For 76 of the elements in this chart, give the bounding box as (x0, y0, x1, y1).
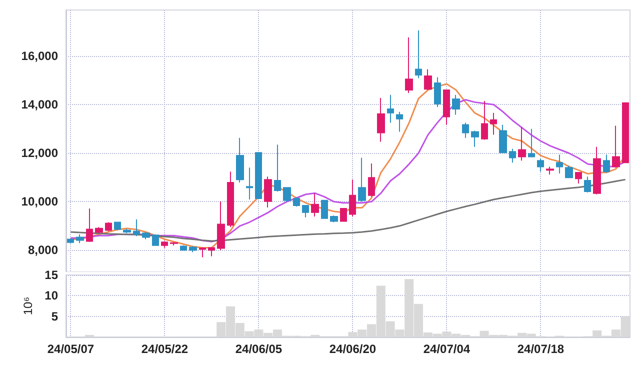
candlestick (161, 240, 168, 248)
x-tick-label: 24/06/20 (329, 342, 376, 356)
candlestick (612, 125, 620, 168)
candlestick (443, 90, 450, 126)
x-tick-label: 24/07/04 (423, 342, 470, 356)
candlestick (76, 234, 84, 244)
y-tick-label: 8,000 (28, 243, 58, 258)
candlestick (349, 179, 356, 217)
candlestick (377, 98, 385, 142)
line-series (70, 178, 626, 242)
x-tick-label: 24/05/22 (141, 342, 188, 356)
x-tick-label: 24/05/07 (47, 342, 94, 356)
candlestick (358, 157, 366, 202)
candlestick (405, 36, 413, 94)
x-tick-label: 24/06/05 (235, 342, 282, 356)
candlestick (95, 226, 103, 234)
candlestick (396, 111, 403, 132)
candlestick (170, 242, 178, 246)
candlestick (387, 94, 394, 124)
x-tick-label: 24/07/18 (517, 342, 564, 356)
candlestick (189, 246, 197, 253)
candlestick (434, 76, 441, 108)
y-tick-label: 5 (51, 309, 58, 324)
candlestick (452, 94, 460, 116)
y-tick-label: 14,000 (21, 98, 58, 112)
candlestick (584, 176, 591, 193)
y-tick-label: 10,000 (21, 194, 58, 209)
y-tick-label: 12,000 (21, 146, 58, 160)
candlestick (255, 152, 262, 200)
candlestick (462, 122, 469, 138)
candlestick (67, 238, 74, 244)
candlestick (603, 154, 610, 174)
candlestick (565, 165, 573, 178)
candlestick (481, 100, 488, 140)
candlestick (575, 172, 582, 184)
y-tick-label: 15 (44, 268, 58, 282)
candlestick (293, 197, 300, 207)
y-axis-title: 10⁶ (20, 296, 35, 316)
candlestick (180, 244, 187, 252)
candlestick (490, 112, 497, 136)
candlestick (86, 208, 93, 242)
candlestick (499, 124, 507, 154)
candlestick (556, 154, 563, 174)
candlestick (123, 228, 131, 234)
candlestick (415, 30, 422, 79)
candlestick (302, 205, 309, 218)
candlestick (537, 158, 544, 172)
candlestick (340, 208, 347, 222)
candlestick (152, 234, 159, 246)
candlestick (217, 200, 225, 251)
candlestick (509, 148, 516, 164)
candlestick (199, 246, 206, 258)
candlestick (227, 171, 234, 228)
candlestick (593, 146, 601, 195)
candlestick (311, 192, 319, 217)
candlestick (236, 137, 244, 183)
candlestick (330, 214, 338, 223)
candlestick (518, 126, 526, 162)
candlestick (274, 144, 281, 192)
y-tick-label: 10 (44, 288, 58, 303)
candlestick (105, 222, 112, 232)
candlestick (133, 218, 140, 237)
candlestick (424, 68, 432, 91)
candlestick (208, 246, 215, 257)
y-tick-label: 16,000 (21, 49, 58, 64)
candlestick (142, 232, 150, 240)
candlestick (471, 130, 479, 148)
candlestick (264, 176, 272, 208)
candlestick (622, 102, 629, 164)
candlestick (368, 163, 375, 198)
candlestick (283, 187, 291, 202)
candlestick (114, 222, 121, 231)
candlestick (528, 128, 535, 158)
candlestick (246, 167, 253, 200)
candlestick (546, 166, 554, 175)
candlestick (321, 200, 328, 219)
